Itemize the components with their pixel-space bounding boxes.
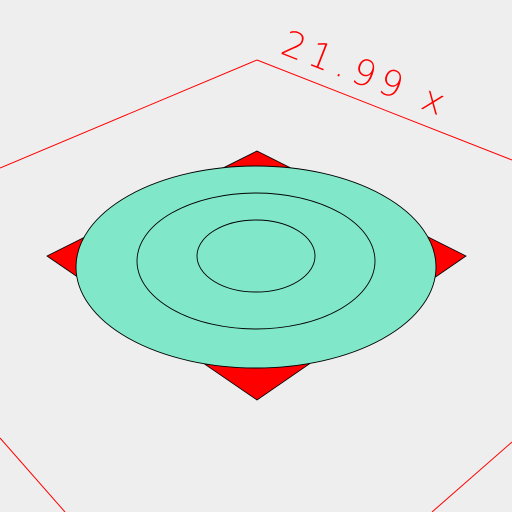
disc-ring-outer xyxy=(136,192,376,330)
disc-ring-inner xyxy=(196,219,316,293)
plate-edge-front-left xyxy=(0,437,66,512)
plate-edge-front-right xyxy=(431,441,512,512)
plate-edge-back-left xyxy=(0,59,258,169)
plate-dimension-label: 21.99 x xyxy=(276,23,457,126)
model-part[interactable] xyxy=(75,165,437,369)
build-plate xyxy=(0,59,512,512)
plate-edge-back-right xyxy=(256,59,512,161)
disc-body[interactable] xyxy=(75,165,437,369)
